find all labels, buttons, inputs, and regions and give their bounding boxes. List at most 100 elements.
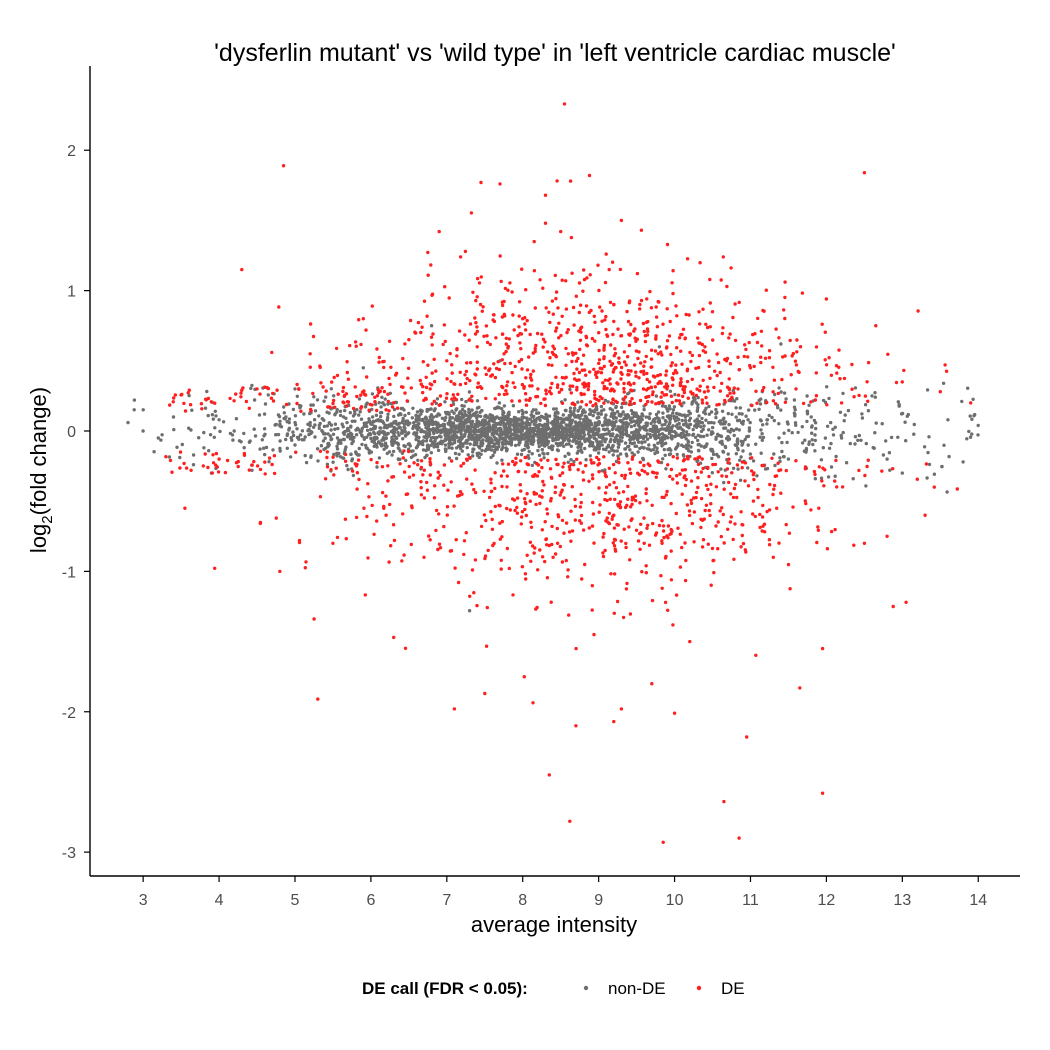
de-point [696, 456, 700, 460]
x-tick-label: 5 [291, 892, 300, 909]
non-de-point [197, 436, 201, 440]
de-point [613, 471, 617, 475]
de-point [671, 383, 675, 387]
non-de-point [696, 438, 700, 443]
non-de-point [652, 425, 656, 429]
de-point [593, 393, 597, 397]
de-point [664, 382, 669, 386]
non-de-point [350, 441, 354, 446]
de-point [681, 459, 686, 463]
de-point [531, 701, 535, 705]
de-point [865, 380, 869, 384]
non-de-point [675, 411, 679, 416]
de-point [821, 466, 825, 470]
non-de-point [656, 429, 661, 434]
non-de-point [759, 428, 763, 432]
non-de-point [392, 430, 397, 434]
non-de-point [647, 415, 651, 419]
de-point [538, 501, 542, 506]
de-point [597, 348, 601, 353]
de-point [857, 468, 861, 473]
de-point [714, 524, 718, 528]
de-point [577, 310, 581, 315]
non-de-point [537, 453, 542, 457]
non-de-point [282, 405, 286, 409]
de-point [200, 407, 204, 411]
de-point [603, 280, 608, 285]
de-point [783, 354, 787, 358]
non-de-point [624, 427, 628, 431]
de-point [513, 385, 517, 389]
non-de-point [556, 427, 561, 432]
de-point [549, 496, 553, 501]
de-point [344, 537, 348, 541]
non-de-point [635, 414, 640, 418]
non-de-point [615, 434, 620, 438]
de-point [479, 180, 483, 185]
de-point [387, 376, 391, 381]
de-point [715, 403, 719, 407]
de-point [619, 218, 624, 223]
non-de-point [384, 423, 388, 428]
de-point [236, 464, 240, 469]
x-tick-label: 12 [818, 892, 836, 909]
de-point [635, 271, 640, 276]
non-de-point [525, 439, 529, 443]
non-de-point [805, 409, 809, 413]
non-de-point [947, 454, 951, 459]
de-point [258, 467, 263, 472]
de-point [713, 462, 718, 467]
de-point [669, 578, 674, 582]
non-de-point [687, 433, 691, 437]
non-de-point [597, 422, 601, 427]
de-point [461, 461, 466, 466]
de-point [638, 398, 643, 403]
non-de-point [833, 425, 837, 429]
non-de-point [530, 435, 534, 439]
non-de-point [512, 427, 516, 432]
de-point [416, 320, 421, 325]
non-de-point [810, 438, 814, 442]
non-de-point [853, 442, 857, 446]
non-de-point [589, 409, 593, 414]
non-de-point [807, 403, 811, 407]
de-point [448, 549, 453, 553]
non-de-point [700, 416, 704, 421]
de-point [484, 396, 488, 401]
non-de-point [434, 426, 439, 431]
de-point [708, 493, 713, 497]
de-point [915, 477, 919, 481]
de-point [708, 277, 712, 282]
non-de-point [429, 407, 433, 411]
de-point [627, 373, 631, 377]
de-point [681, 394, 685, 398]
non-de-point [538, 418, 542, 422]
de-point [504, 336, 508, 340]
non-de-point [787, 428, 791, 433]
non-de-point [619, 414, 623, 418]
de-point [424, 385, 429, 390]
de-point [432, 399, 436, 403]
non-de-point [796, 430, 800, 435]
de-point [590, 524, 595, 528]
de-point [477, 281, 482, 285]
y-axis-title-sub: 2 [39, 515, 56, 523]
de-point [605, 520, 610, 524]
non-de-point [317, 414, 321, 418]
de-point [409, 386, 413, 390]
de-point [673, 368, 678, 373]
non-de-point [291, 433, 296, 438]
non-de-point [673, 392, 677, 397]
de-point [611, 370, 615, 374]
de-point [475, 603, 479, 608]
non-de-point [458, 423, 462, 427]
de-point [486, 548, 490, 553]
non-de-point [560, 433, 564, 437]
non-de-point [594, 446, 598, 451]
non-de-point [212, 435, 216, 439]
de-point [862, 171, 867, 175]
de-point [521, 317, 525, 321]
de-point [520, 565, 525, 569]
de-point [622, 360, 627, 364]
